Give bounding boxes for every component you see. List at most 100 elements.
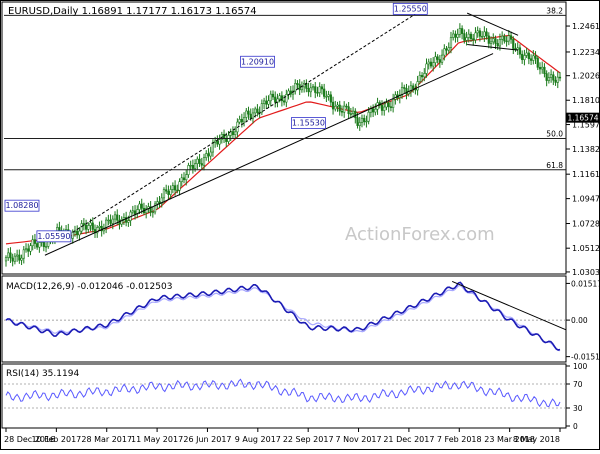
candle-body xyxy=(127,220,130,223)
candle-body xyxy=(467,33,470,38)
candle-body xyxy=(392,98,395,108)
candle-body xyxy=(133,210,137,215)
candle-body xyxy=(469,33,473,40)
candle-body xyxy=(385,102,388,108)
candle-body xyxy=(113,214,117,220)
candle-body xyxy=(16,254,19,257)
candle-body xyxy=(405,88,408,95)
candle-body xyxy=(456,33,459,38)
candle-body xyxy=(534,55,537,59)
candle-body xyxy=(173,185,177,191)
candle-body xyxy=(536,58,539,68)
candle-body xyxy=(334,105,337,110)
price-tick-label: 1.11615 xyxy=(572,170,600,179)
candle-body xyxy=(202,157,206,166)
annotation-box xyxy=(392,2,428,15)
candle-body xyxy=(24,248,28,251)
annotation-box xyxy=(291,117,326,129)
current-price-label: 1.16574 xyxy=(567,114,598,123)
candle-body xyxy=(331,101,335,110)
candle-body xyxy=(125,217,128,223)
candle-body xyxy=(541,66,544,70)
candle-body xyxy=(271,93,275,98)
candle-body xyxy=(82,223,85,226)
candle-body xyxy=(240,119,243,123)
candle-body xyxy=(207,153,210,157)
rsi-panel xyxy=(1,363,567,429)
candle-body xyxy=(523,55,526,61)
candle-body xyxy=(476,30,479,34)
candle-body xyxy=(525,52,528,56)
candle-body xyxy=(556,76,559,83)
rsi-line xyxy=(5,378,561,408)
candle-body xyxy=(547,77,550,81)
candle-body xyxy=(438,59,441,63)
candle-body xyxy=(58,227,61,231)
annotation-box xyxy=(4,199,40,212)
candle-body xyxy=(29,245,32,252)
candle-body xyxy=(309,87,312,93)
candle-body xyxy=(222,134,226,139)
candle-body xyxy=(111,218,114,224)
candle-body xyxy=(521,53,524,61)
candle-body xyxy=(38,242,41,248)
candle-body xyxy=(96,227,99,234)
candle-body xyxy=(285,94,288,103)
candle-body xyxy=(84,224,88,230)
trend-lines xyxy=(44,9,519,256)
candle-body xyxy=(33,239,37,244)
candle-body xyxy=(472,38,475,41)
candle-body xyxy=(200,163,203,166)
x-tick-label: 8 May 2018 xyxy=(513,435,560,444)
candle-body xyxy=(389,106,393,108)
candle-body xyxy=(218,139,221,145)
candle-body xyxy=(474,32,477,41)
candle-body xyxy=(532,55,535,61)
candle-body xyxy=(198,158,201,164)
candle-body xyxy=(507,35,510,42)
price-tick-label: 1.22340 xyxy=(572,48,600,57)
candle-body xyxy=(423,73,426,78)
candle-body xyxy=(416,81,419,91)
x-tick-label: 28 Mar 2017 xyxy=(81,435,132,444)
candle-body xyxy=(478,30,482,37)
candle-body xyxy=(440,54,444,63)
rsi-tick-label: 100 xyxy=(573,362,588,371)
candle-body xyxy=(538,67,542,70)
candle-body xyxy=(314,86,317,93)
candle-body xyxy=(71,231,74,239)
candle-body xyxy=(4,257,8,262)
candle-body xyxy=(494,38,497,44)
candle-body xyxy=(487,35,490,44)
candle-body xyxy=(182,177,186,181)
candle-body xyxy=(380,104,384,111)
macd-plot xyxy=(4,280,567,352)
candle-body xyxy=(449,37,453,48)
wedge-lower-trendline xyxy=(467,43,519,51)
candle-body xyxy=(138,203,141,210)
fib-level-label: 50.0 xyxy=(546,129,563,138)
candle-body xyxy=(418,75,421,82)
candle-body xyxy=(356,117,359,126)
candle-body xyxy=(483,31,486,37)
candle-body xyxy=(171,185,174,190)
candle-body xyxy=(311,86,315,89)
candle-body xyxy=(343,105,346,113)
annotation-label: 1.08280 xyxy=(5,201,38,210)
candle-body xyxy=(545,73,548,81)
candle-body xyxy=(558,76,562,79)
candle-body xyxy=(267,100,270,105)
candle-body xyxy=(89,222,92,226)
candle-body xyxy=(78,230,81,236)
candle-body xyxy=(189,165,192,167)
candle-body xyxy=(9,252,12,259)
x-tick-label: 22 Sep 2017 xyxy=(283,435,334,444)
candle-body xyxy=(443,48,446,56)
candle-body xyxy=(167,190,170,195)
candle-body xyxy=(307,88,310,93)
candle-body xyxy=(481,35,484,38)
candle-body xyxy=(340,110,344,113)
x-tick-label: 11 May 2017 xyxy=(131,435,183,444)
annotation-box xyxy=(36,230,72,243)
chart-title: EURUSD,Daily 1.16891 1.17177 1.16173 1.1… xyxy=(8,6,257,17)
